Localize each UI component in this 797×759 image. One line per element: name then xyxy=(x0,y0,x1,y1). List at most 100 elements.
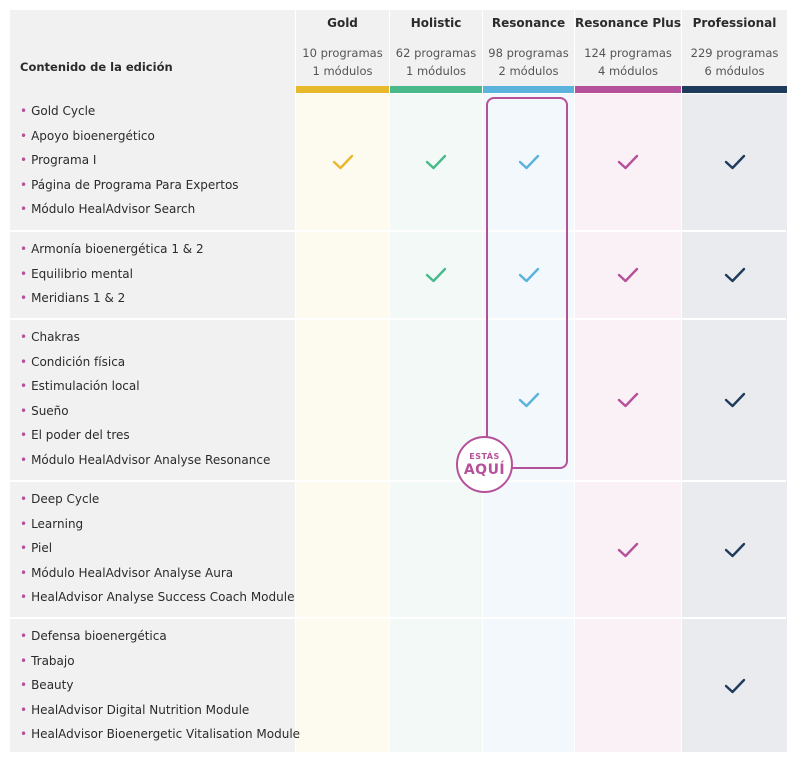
bullet-icon: • xyxy=(20,428,28,442)
feature-row: • HealAdvisor Analyse Success Coach Modul… xyxy=(20,590,294,604)
label-column-bg xyxy=(10,10,295,752)
column-header-bg xyxy=(483,10,574,86)
you-are-here-badge: ESTÁS AQUÍ xyxy=(456,436,513,493)
bullet-icon: • xyxy=(20,104,28,118)
feature-label: Learning xyxy=(31,516,84,531)
bullet-icon: • xyxy=(20,128,28,143)
bullet-icon: • xyxy=(20,678,28,692)
bullet-icon: • xyxy=(20,354,28,369)
feature-label: HealAdvisor Bioenergetic Vitalisation Mo… xyxy=(31,727,301,741)
edition-name: Holistic xyxy=(410,16,462,30)
program-count: 62 programas xyxy=(395,46,477,60)
program-count: 124 programas xyxy=(584,46,672,60)
column-bg-gold xyxy=(296,94,389,752)
edition-name: Resonance xyxy=(491,16,566,30)
feature-row: • Armonía bioenergética 1 & 2 xyxy=(20,242,204,256)
feature-row: • HealAdvisor Digital Nutrition Module xyxy=(20,703,249,717)
feature-row: • Learning xyxy=(20,517,83,531)
feature-label: Meridians 1 & 2 xyxy=(31,291,126,305)
bullet-icon: • xyxy=(20,330,28,344)
column-header-bg xyxy=(390,10,482,86)
bullet-icon: • xyxy=(20,452,28,467)
content-column-header: Contenido de la edición xyxy=(20,60,173,74)
checkmark-icon xyxy=(518,154,539,170)
edition-info: 124 programas 4 módulos xyxy=(575,38,681,86)
edition-color-bar xyxy=(390,86,482,93)
checkmark-icon xyxy=(724,267,745,283)
feature-label: Sueño xyxy=(31,403,69,418)
module-count: 1 módulos xyxy=(405,64,467,78)
feature-label: Apoyo bioenergético xyxy=(31,128,155,143)
checkmark-icon xyxy=(617,267,639,283)
group-separator xyxy=(10,230,786,232)
checkmark-icon xyxy=(724,392,745,408)
bullet-icon: • xyxy=(20,590,28,604)
edition-color-bar xyxy=(682,86,787,93)
feature-row: • Gold Cycle xyxy=(20,104,95,118)
feature-row: • Apoyo bioenergético xyxy=(20,129,155,143)
edition-color-bar xyxy=(483,86,574,93)
program-count: 98 programas xyxy=(488,46,569,60)
feature-label: Módulo HealAdvisor Analyse Resonance xyxy=(31,452,271,467)
module-count: 2 módulos xyxy=(498,64,559,78)
badge-line-1: ESTÁS xyxy=(469,451,500,461)
feature-row: • HealAdvisor Bioenergetic Vitalisation M… xyxy=(20,727,300,741)
group-separator xyxy=(10,480,786,482)
group-separator xyxy=(10,318,786,320)
edition-color-bar xyxy=(575,86,681,93)
bullet-icon: • xyxy=(20,516,28,531)
edition-name: Professional xyxy=(692,16,777,30)
feature-label: Programa I xyxy=(31,153,97,167)
edition-name: Resonance Plus xyxy=(575,16,681,30)
bullet-icon: • xyxy=(20,492,28,506)
feature-row: • Módulo HealAdvisor Analyse Aura xyxy=(20,566,233,580)
bullet-icon: • xyxy=(20,541,28,555)
module-count: 6 módulos xyxy=(704,64,765,78)
feature-row: • Deep Cycle xyxy=(20,492,99,506)
module-count: 4 módulos xyxy=(597,64,659,78)
checkmark-icon xyxy=(617,154,639,170)
checkmark-icon xyxy=(724,678,745,693)
bullet-icon: • xyxy=(20,291,28,305)
bullet-icon: • xyxy=(20,403,28,418)
checkmark-icon xyxy=(617,542,639,557)
feature-row: • Beauty xyxy=(20,678,73,692)
feature-label: HealAdvisor Analyse Success Coach Module xyxy=(31,590,295,604)
bullet-icon: • xyxy=(20,266,28,281)
edition-info: 10 programas 1 módulos xyxy=(296,38,389,86)
feature-row: • El poder del tres xyxy=(20,428,130,442)
feature-row: • Página de Programa Para Expertos xyxy=(20,178,239,192)
checkmark-icon xyxy=(724,542,745,557)
edition-color-bar xyxy=(296,86,389,93)
feature-label: Módulo HealAdvisor Search xyxy=(31,202,196,216)
column-bg-professional xyxy=(682,94,787,752)
feature-label: HealAdvisor Digital Nutrition Module xyxy=(31,702,250,717)
feature-label: Equilibrio mental xyxy=(31,266,133,281)
column-header-bg xyxy=(682,10,787,86)
feature-label: El poder del tres xyxy=(31,428,130,442)
feature-row: • Piel xyxy=(20,541,52,555)
feature-row: • Estimulación local xyxy=(20,379,140,393)
feature-label: Beauty xyxy=(31,678,74,692)
checkmark-icon xyxy=(518,392,539,408)
edition-info: 229 programas 6 módulos xyxy=(682,38,787,86)
feature-row: • Programa I xyxy=(20,153,96,167)
feature-row: • Módulo HealAdvisor Analyse Resonance xyxy=(20,453,270,467)
column-bg-resonance-plus xyxy=(575,94,681,752)
column-bg-resonance xyxy=(483,94,574,752)
feature-label: Piel xyxy=(31,541,53,555)
feature-label: Página de Programa Para Expertos xyxy=(31,177,239,192)
feature-row: • Defensa bioenergética xyxy=(20,629,167,643)
feature-row: • Chakras xyxy=(20,330,80,344)
program-count: 10 programas xyxy=(302,46,383,60)
bullet-icon: • xyxy=(20,242,28,256)
bullet-icon: • xyxy=(20,379,28,393)
feature-row: • Equilibrio mental xyxy=(20,267,133,281)
edition-info: 98 programas 2 módulos xyxy=(483,38,574,86)
feature-label: Chakras xyxy=(31,330,80,344)
checkmark-icon xyxy=(425,267,447,283)
program-count: 229 programas xyxy=(690,46,779,60)
feature-label: Deep Cycle xyxy=(31,492,100,506)
feature-row: • Módulo HealAdvisor Search xyxy=(20,202,195,216)
bullet-icon: • xyxy=(20,653,28,668)
